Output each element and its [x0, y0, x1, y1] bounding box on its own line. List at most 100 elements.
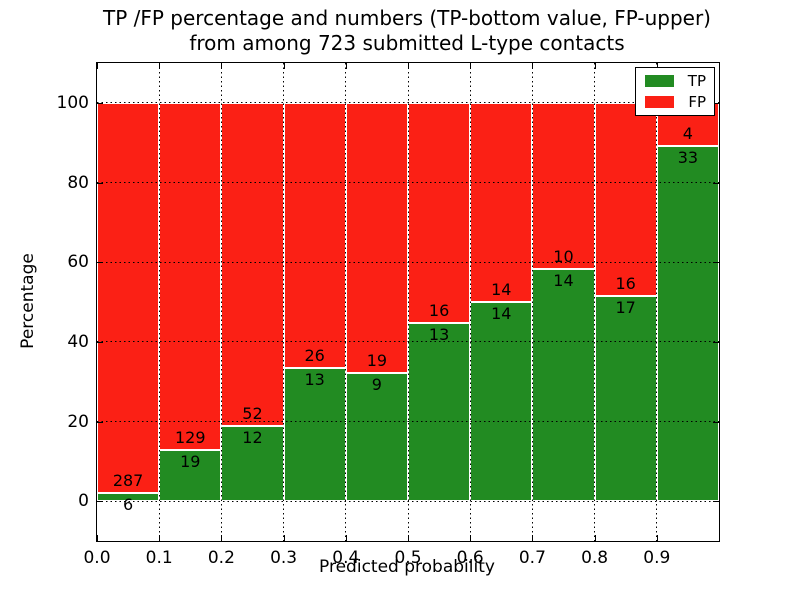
x-tick-mark: [345, 535, 347, 541]
y-tick-label: 40: [67, 331, 89, 352]
bar-segment-tp: [221, 426, 284, 502]
bar-segment-tp: [594, 295, 657, 502]
x-tick-label: 0.3: [270, 548, 298, 568]
bar-count-fp: 4: [682, 123, 693, 143]
bar-count-tp: 17: [615, 297, 636, 317]
chart-title-line1: TP /FP percentage and numbers (TP-bottom…: [103, 6, 711, 30]
x-tick-mark-top: [594, 63, 596, 69]
bar-count-fp: 16: [615, 273, 636, 293]
bar-segment-fp: [594, 102, 657, 296]
x-tick-mark-top: [408, 63, 409, 69]
bar-segment-tp: [97, 493, 160, 502]
x-tick-mark: [159, 535, 161, 541]
x-tick-label: 0.8: [581, 548, 609, 568]
bar-segment-fp: [159, 102, 222, 451]
x-tick-label: 0.5: [394, 548, 422, 568]
legend: TP FP: [635, 67, 715, 116]
y-tick-label: 80: [67, 172, 89, 193]
grid-line-vertical: [656, 63, 658, 541]
chart-title: TP /FP percentage and numbers (TP-bottom…: [96, 6, 718, 56]
bar-count-fp: 129: [175, 428, 206, 448]
bar-segment-fp: [97, 102, 160, 493]
bar-segment-tp: [656, 145, 719, 502]
x-tick-mark: [221, 535, 223, 541]
bar-count-tp: 14: [491, 304, 512, 323]
grid-line-horizontal: [97, 500, 719, 502]
grid-line-horizontal: [97, 421, 719, 422]
x-tick-label: 0.4: [332, 548, 360, 568]
y-tick-mark-right: [713, 341, 719, 343]
y-tick-mark: [97, 421, 103, 423]
y-tick-mark-right: [713, 262, 719, 264]
grid-line-vertical: [158, 63, 160, 541]
bar-segment-tp: [283, 368, 346, 502]
tp-swatch: [645, 75, 674, 87]
x-tick-label: 0.6: [456, 548, 484, 568]
bar-segment-tp: [532, 268, 595, 502]
bar-count-fp: 16: [428, 300, 450, 320]
x-tick-mark: [532, 535, 534, 541]
bar-segment-fp: [221, 102, 284, 427]
x-tick-label: 0.7: [518, 548, 546, 568]
bar-count-tp: 12: [242, 428, 263, 448]
grid-line-horizontal: [97, 102, 719, 104]
grid-line-horizontal: [97, 182, 719, 183]
x-tick-label: 0.0: [83, 548, 111, 568]
x-tick-mark-top: [159, 63, 161, 69]
plot-area: TP FP 287 6 129 19 52 12 26 13 19 9 16 13 14 14 10 14 16…: [57, 62, 720, 568]
x-tick-mark: [408, 535, 409, 541]
x-axis-label: Predicted probability: [319, 557, 495, 577]
x-tick-mark: [594, 535, 596, 541]
x-tick-mark: [470, 535, 472, 541]
x-tick-label: 0.1: [145, 548, 173, 568]
bar-segment-fp: [283, 102, 346, 369]
bar-count-tp: 13: [428, 324, 450, 344]
grid-line-vertical: [531, 63, 533, 541]
bar-segment-tp: [345, 373, 408, 502]
bar-segment-tp: [159, 450, 222, 502]
grid-line-horizontal: [97, 341, 719, 343]
grid-line-vertical: [283, 63, 285, 541]
x-tick-mark-top: [97, 63, 98, 69]
bar-segment-fp: [408, 102, 471, 323]
y-tick-mark-right: [713, 421, 719, 423]
grid-line-vertical: [220, 63, 222, 541]
y-tick-label: 20: [67, 411, 89, 432]
bar-count-fp: 14: [491, 280, 512, 299]
x-tick-mark-top: [221, 63, 223, 69]
x-tick-mark: [97, 535, 98, 541]
bar-count-fp: 10: [553, 246, 574, 266]
y-tick-label: 0: [78, 491, 89, 512]
y-tick-mark: [97, 102, 103, 104]
legend-entry-fp: FP: [645, 94, 706, 110]
y-tick-mark: [97, 262, 103, 264]
y-tick-label: 60: [67, 252, 89, 273]
bar-count-fp: 287: [112, 471, 144, 490]
bar-count-tp: 19: [180, 452, 201, 472]
x-tick-mark-top: [470, 63, 472, 69]
y-tick-mark: [97, 341, 103, 343]
bar-segment-fp: [532, 102, 595, 269]
legend-label-fp: FP: [688, 93, 706, 111]
grid-line-horizontal: [97, 261, 719, 263]
x-tick-mark: [656, 535, 658, 541]
y-tick-mark-right: [713, 182, 719, 184]
grid-line-vertical: [407, 63, 409, 541]
bar-segment-tp: [470, 302, 533, 502]
grid-line-vertical: [594, 63, 596, 541]
y-tick-label: 100: [56, 92, 89, 113]
y-tick-mark: [97, 182, 103, 184]
bar-count-tp: 6: [123, 495, 134, 514]
bar-count-tp: 14: [553, 270, 574, 290]
y-tick-mark-right: [713, 501, 719, 503]
y-tick-mark-right: [713, 102, 719, 104]
bar-segment-fp: [470, 102, 533, 302]
x-tick-mark-top: [345, 63, 347, 69]
fp-swatch: [645, 96, 674, 108]
bar-count-fp: 19: [366, 351, 388, 371]
x-tick-label: 0.9: [643, 548, 671, 568]
x-tick-mark-top: [656, 63, 658, 69]
grid-line-vertical: [345, 63, 347, 541]
bar-segment-fp: [345, 102, 408, 374]
